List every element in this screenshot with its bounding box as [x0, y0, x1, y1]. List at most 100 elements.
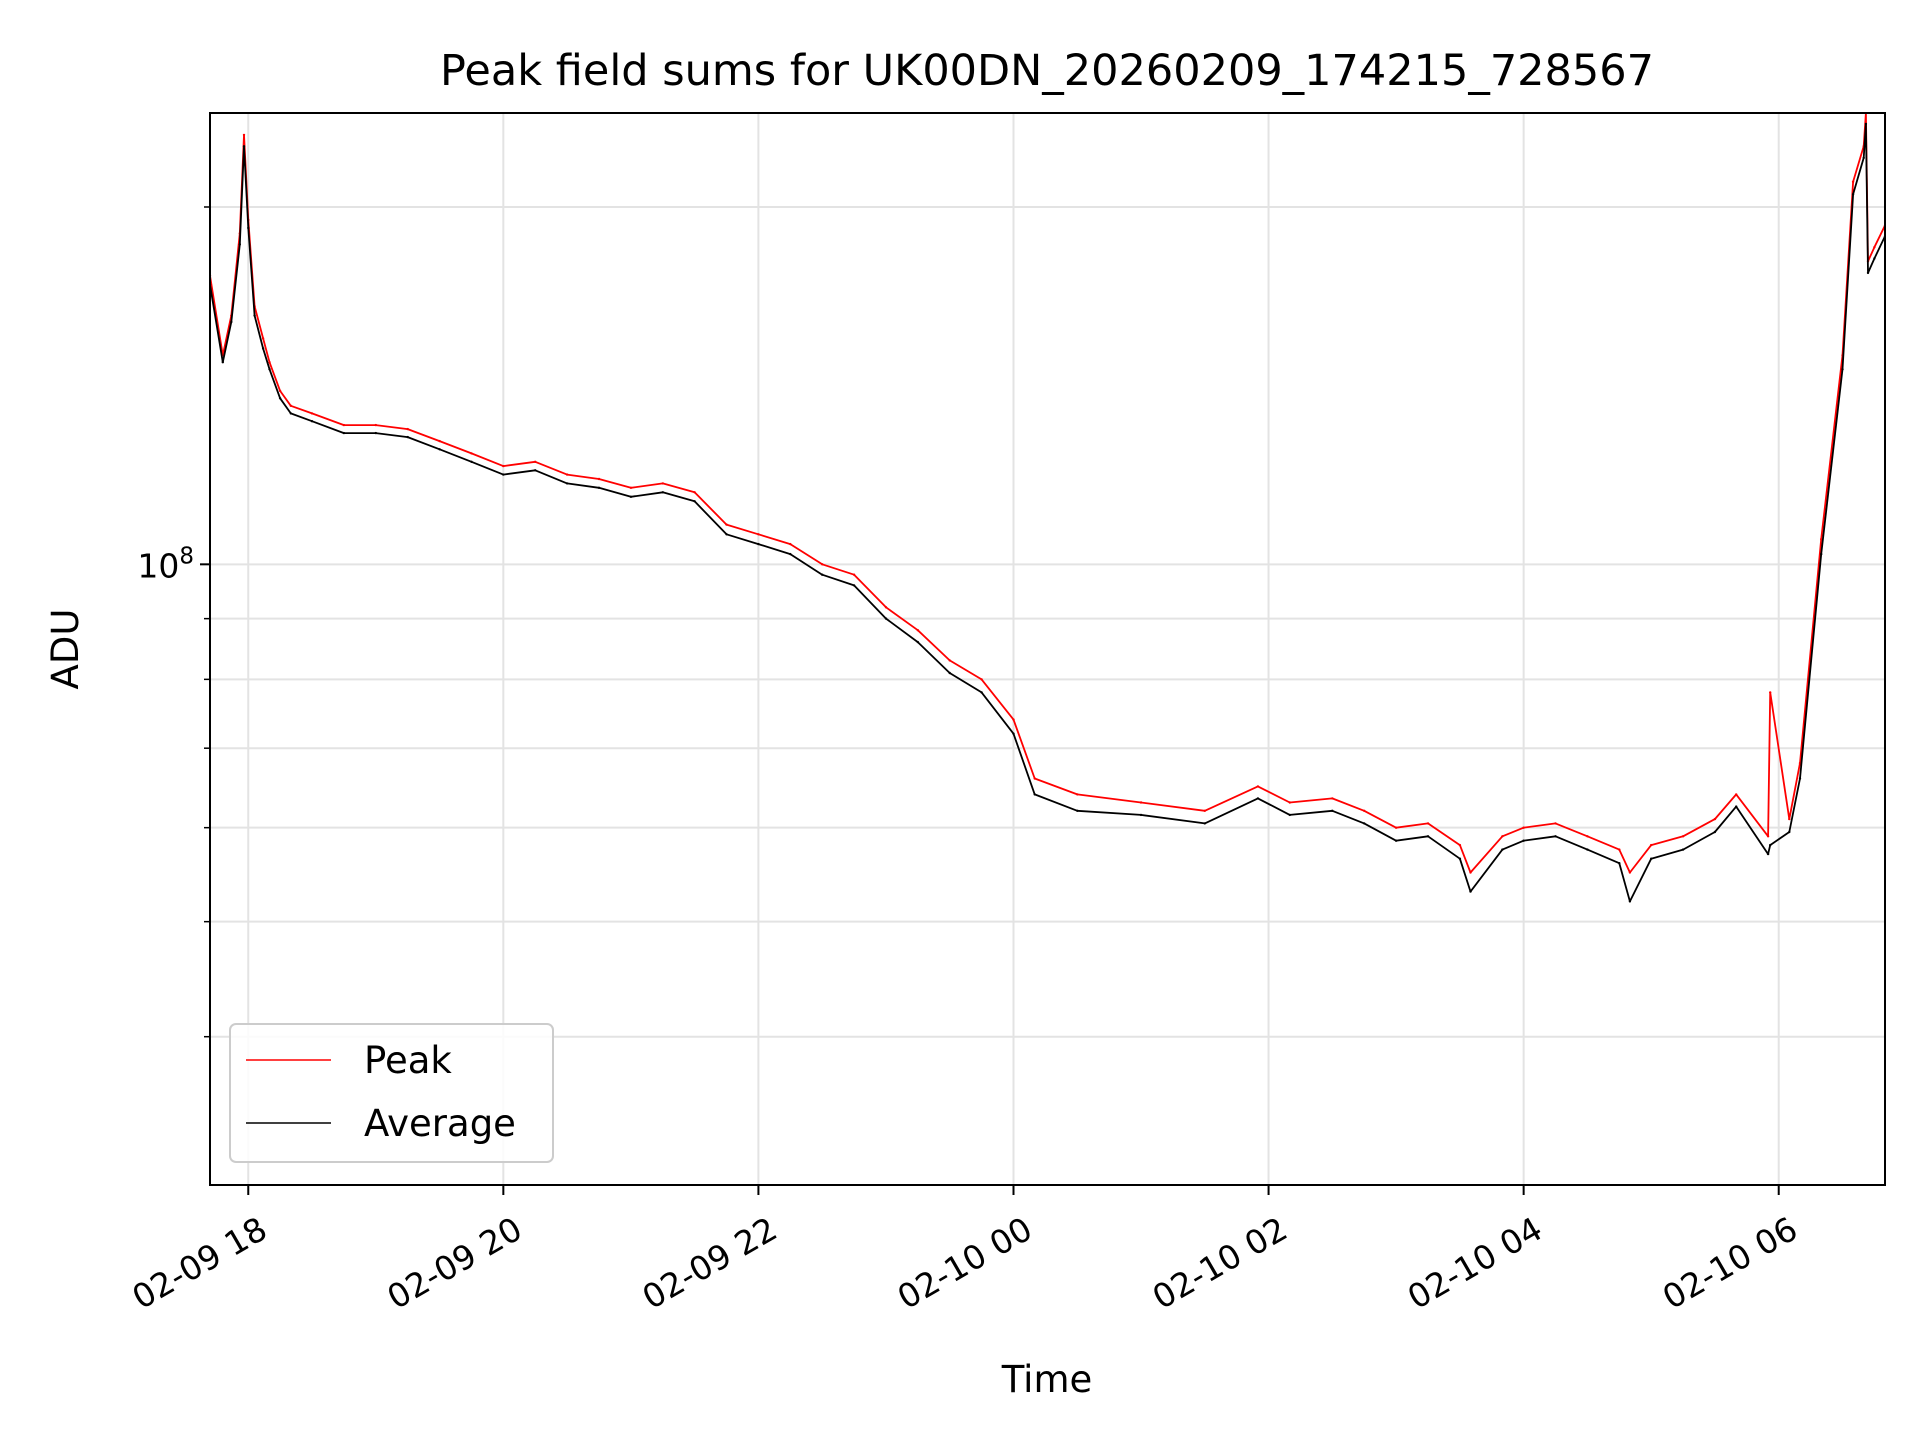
data-point-peak	[725, 523, 728, 526]
data-point-peak	[342, 423, 346, 427]
data-point-average	[438, 448, 441, 451]
data-point-peak	[374, 423, 377, 427]
data-point-peak	[261, 337, 265, 340]
data-point-peak	[1851, 180, 1855, 183]
data-point-average	[1650, 857, 1653, 860]
data-point-average	[1628, 900, 1632, 903]
data-point-peak	[1618, 848, 1621, 851]
data-point-average	[1076, 809, 1079, 812]
legend-label-average: Average	[364, 1102, 516, 1145]
data-point-peak	[948, 659, 951, 662]
legend-label-peak: Peak	[364, 1039, 452, 1082]
data-point-peak	[289, 404, 292, 407]
data-point-average	[1554, 835, 1557, 838]
data-point-average	[948, 671, 951, 675]
data-point-peak	[1203, 809, 1207, 812]
legend: Peak Average	[229, 1023, 554, 1163]
data-point-average	[374, 431, 377, 435]
data-point-average	[1769, 843, 1772, 847]
data-point-peak	[789, 542, 792, 546]
data-point-average	[238, 243, 241, 246]
data-point-average	[852, 584, 856, 587]
data-point-peak	[1522, 826, 1525, 829]
data-point-average	[1618, 862, 1621, 865]
data-point-peak	[470, 452, 473, 455]
data-point-peak	[1363, 809, 1366, 812]
data-point-average	[693, 500, 696, 503]
data-point-peak	[438, 439, 441, 443]
data-point-average	[757, 542, 760, 546]
data-point-average	[1394, 839, 1398, 842]
data-point-average	[1586, 848, 1589, 851]
y-axis-label: ADU	[44, 609, 87, 690]
grid	[210, 113, 1885, 1185]
data-point-peak	[1628, 871, 1632, 874]
data-point-average	[1841, 368, 1844, 371]
data-point-peak	[916, 629, 919, 632]
data-point-peak	[757, 533, 760, 536]
data-point-average	[1288, 813, 1292, 817]
data-point-peak	[1076, 793, 1079, 796]
data-point-peak	[1769, 691, 1772, 694]
data-point-peak	[1331, 797, 1334, 800]
data-point-average	[1766, 852, 1770, 856]
data-point-average	[629, 495, 633, 498]
plot-frame	[209, 112, 1886, 1186]
data-point-average	[1139, 813, 1143, 817]
data-point-average	[247, 226, 250, 230]
data-point-peak	[1033, 777, 1036, 780]
data-point-average	[1862, 156, 1865, 160]
data-point-average	[242, 145, 246, 148]
data-point-peak	[980, 678, 983, 681]
data-point-average	[661, 491, 664, 494]
data-point-peak	[242, 133, 246, 137]
data-point-peak	[1554, 822, 1557, 825]
data-point-average	[1256, 797, 1260, 800]
data-point-peak	[1788, 817, 1791, 821]
data-point-peak	[1820, 538, 1823, 541]
data-point-peak	[1394, 826, 1398, 829]
series-group	[210, 113, 1885, 903]
data-point-peak	[821, 563, 824, 566]
data-point-peak	[597, 477, 601, 481]
data-point-peak	[1469, 871, 1472, 874]
data-point-average	[789, 552, 792, 556]
data-point-average	[1426, 835, 1430, 838]
data-point-peak	[1139, 801, 1143, 804]
data-point-average	[502, 473, 505, 476]
data-point-average	[470, 460, 473, 463]
data-point-average	[342, 431, 346, 435]
data-point-peak	[1012, 718, 1015, 721]
data-point-average	[1681, 848, 1685, 851]
data-point-average	[565, 482, 569, 485]
data-point-peak	[693, 491, 696, 494]
data-point-peak	[565, 473, 569, 476]
data-point-average	[1363, 822, 1366, 825]
data-point-peak	[1735, 793, 1738, 796]
data-point-average	[1788, 830, 1791, 834]
data-point-average	[980, 691, 983, 694]
data-point-average	[1798, 777, 1802, 780]
data-point-average	[1458, 857, 1462, 860]
data-point-peak	[629, 486, 633, 489]
data-point-average	[261, 347, 265, 350]
data-point-peak	[502, 464, 505, 468]
data-point-peak	[1766, 835, 1770, 838]
data-point-average	[1820, 552, 1823, 556]
data-point-average	[821, 573, 824, 576]
data-point-average	[278, 397, 282, 400]
data-point-average	[310, 420, 314, 423]
data-point-peak	[534, 460, 537, 463]
chart-title: Peak field sums for UK00DN_20260209_1742…	[440, 46, 1654, 96]
data-point-peak	[884, 606, 888, 609]
x-axis-label: Time	[1001, 1358, 1093, 1401]
data-point-peak	[1458, 843, 1462, 847]
legend-box	[229, 1023, 554, 1163]
data-point-average	[1331, 809, 1334, 812]
data-point-peak	[1501, 835, 1504, 838]
data-point-average	[230, 320, 233, 324]
data-point-average	[289, 412, 292, 415]
data-point-average	[597, 486, 601, 489]
